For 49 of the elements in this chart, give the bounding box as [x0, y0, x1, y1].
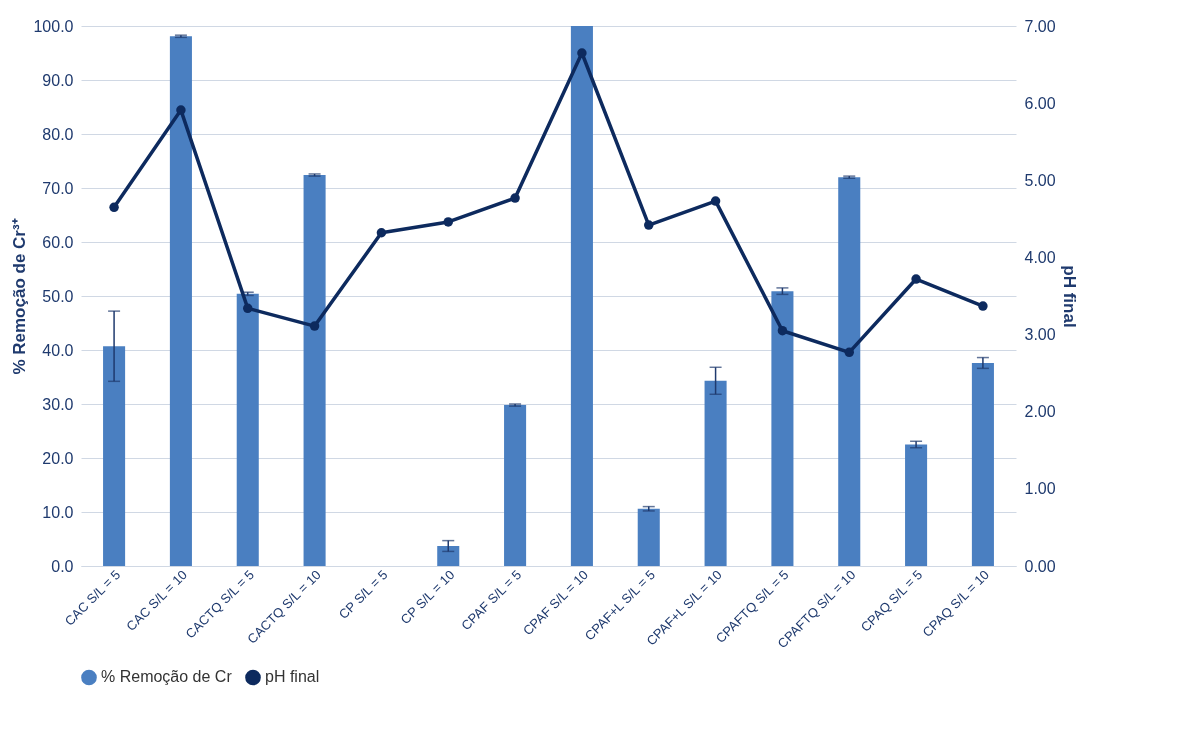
bar: [303, 175, 326, 566]
bar: [971, 362, 994, 566]
bar: [504, 405, 527, 566]
point: [376, 228, 387, 238]
bar: [838, 177, 861, 566]
x-tick-label: CP S/L = 10: [397, 567, 458, 628]
y-tick-label: 100.0: [33, 17, 74, 35]
y2-tick-label: 6.00: [1024, 94, 1056, 112]
point: [777, 325, 788, 336]
point: [644, 220, 654, 230]
y-axis-title: % Remoção de Cr³⁺: [10, 218, 30, 375]
point: [844, 347, 854, 358]
point: [109, 202, 119, 213]
y2-tick-label: 2.00: [1024, 403, 1056, 421]
y-tick-label: 60.0: [42, 233, 74, 251]
bar: [437, 546, 460, 566]
y2-tick-label: 5.00: [1024, 171, 1056, 189]
y-tick-label: 70.0: [42, 179, 74, 197]
y-tick-label: 20.0: [42, 449, 74, 467]
point: [978, 301, 988, 311]
point: [243, 303, 253, 314]
legend-label: pH final: [265, 668, 320, 686]
x-tick-label: CP S/L = 5: [335, 567, 391, 622]
y2-tick-label: 4.00: [1024, 248, 1056, 266]
point: [309, 321, 320, 331]
y-tick-label: 30.0: [42, 395, 74, 413]
point: [443, 217, 453, 227]
bar: [570, 26, 593, 566]
y-tick-label: 10.0: [42, 503, 74, 521]
y2-tick-label: 7.00: [1024, 17, 1056, 35]
point: [176, 105, 186, 115]
y2-tick-label: 1.00: [1024, 480, 1056, 498]
point: [510, 193, 520, 203]
y2-tick-label: 0.00: [1024, 557, 1056, 575]
y2-tick-label: 3.00: [1024, 326, 1056, 344]
y-tick-label: 0.0: [51, 557, 74, 575]
bar: [103, 346, 126, 566]
legend-label: % Remoção de Cr: [101, 668, 233, 686]
bar: [169, 36, 192, 566]
y-tick-label: 50.0: [42, 287, 74, 305]
y2-axis-title: pH final: [1059, 265, 1079, 328]
y-tick-label: 90.0: [42, 71, 74, 89]
point: [911, 274, 921, 284]
bar: [236, 293, 259, 566]
point: [577, 48, 587, 58]
y-tick-label: 80.0: [42, 125, 74, 143]
y-tick-label: 40.0: [42, 341, 74, 359]
bar: [704, 380, 727, 566]
point: [710, 196, 721, 206]
